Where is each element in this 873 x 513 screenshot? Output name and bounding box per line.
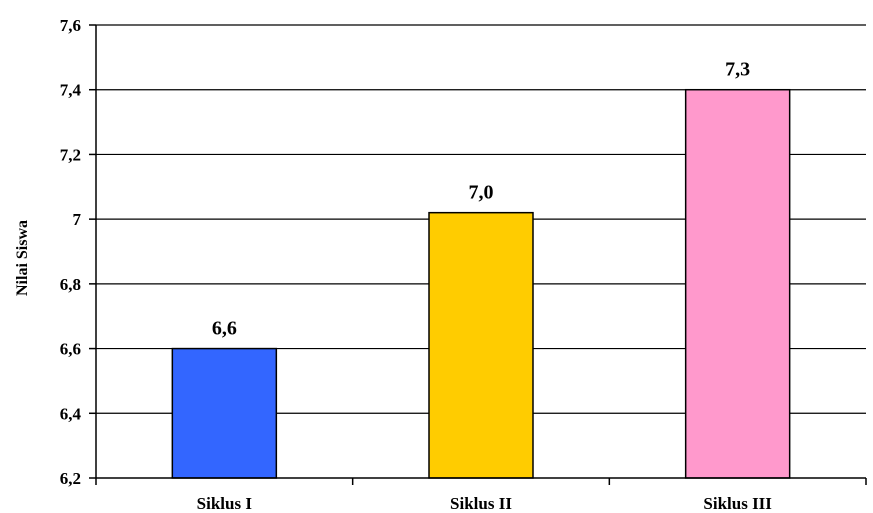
y-tick-label: 6,2 xyxy=(60,469,81,488)
data-labels: 6,6 7,0 7,3 xyxy=(212,59,750,340)
x-tick-label: Siklus III xyxy=(703,494,772,513)
y-tick-label: 6,8 xyxy=(60,275,81,294)
y-tick-label: 7,6 xyxy=(60,16,81,35)
y-tick-label: 7,2 xyxy=(60,145,81,164)
bars xyxy=(171,88,791,479)
axes xyxy=(89,24,867,485)
y-tick-label: 6,6 xyxy=(60,340,81,359)
data-label: 7,0 xyxy=(469,182,494,204)
x-tick-label: Siklus II xyxy=(450,494,512,513)
x-tick-labels: Siklus I Siklus II Siklus III xyxy=(197,494,773,513)
x-tick-label: Siklus I xyxy=(197,494,253,513)
y-axis-title: Nilai Siswa xyxy=(14,220,31,296)
y-tick-label: 7 xyxy=(73,210,82,229)
y-tick-label: 6,4 xyxy=(60,404,82,423)
data-label: 6,6 xyxy=(212,318,237,340)
data-label: 7,3 xyxy=(725,59,750,81)
y-tick-label: 7,4 xyxy=(60,81,82,100)
y-tick-labels: 6,2 6,4 6,6 6,8 7 7,2 7,4 7,6 xyxy=(60,16,82,488)
bar xyxy=(684,88,791,479)
bar xyxy=(171,347,278,479)
bar xyxy=(428,211,534,479)
